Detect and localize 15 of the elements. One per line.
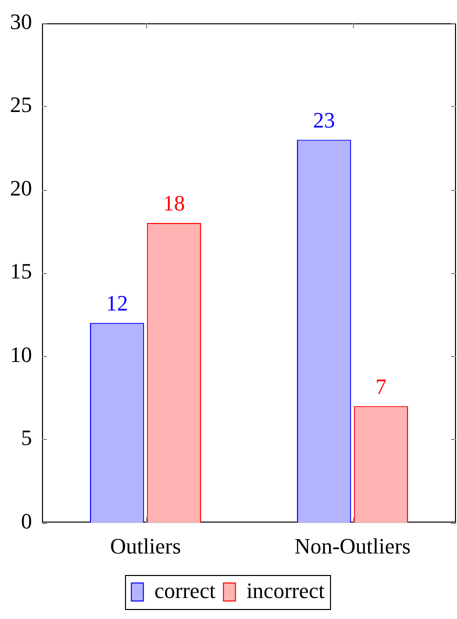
y-tick-label: 25 — [10, 92, 32, 118]
y-tick-label: 15 — [10, 258, 32, 284]
data-label: 7 — [375, 374, 386, 399]
legend-label: correct — [154, 578, 216, 603]
x-tick-label: Outliers — [110, 534, 181, 559]
y-tick-label: 30 — [10, 8, 32, 34]
y-tick-label: 0 — [21, 508, 32, 534]
legend-label: incorrect — [246, 578, 325, 603]
y-tick-label: 20 — [10, 175, 32, 200]
data-label: 18 — [162, 190, 185, 216]
y-tick-label: 10 — [10, 342, 32, 367]
y-tick-label: 5 — [21, 425, 32, 450]
data-label: 12 — [106, 290, 128, 316]
data-label: 23 — [313, 108, 336, 133]
x-tick-label: Non-Outliers — [294, 534, 411, 559]
